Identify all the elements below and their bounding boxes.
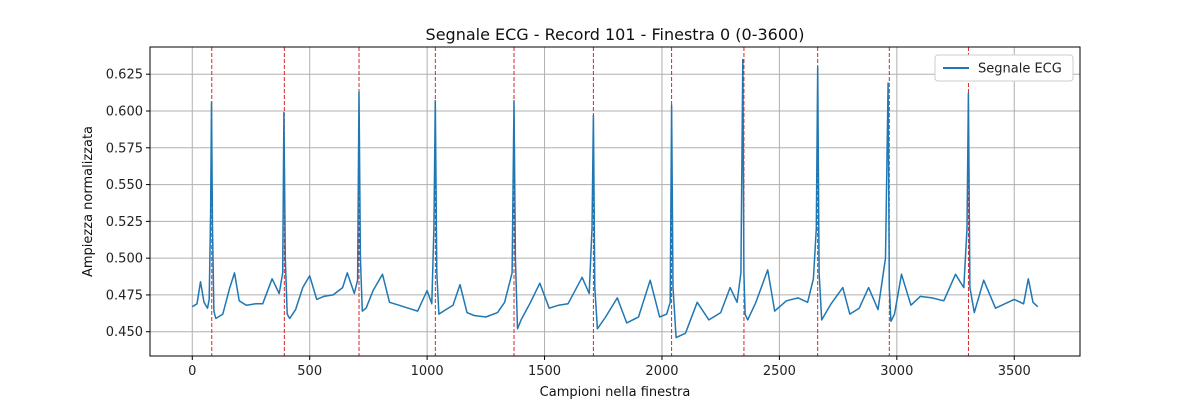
- y-tick-label: 0.625: [106, 68, 143, 83]
- x-tick-label: 0: [188, 364, 196, 379]
- y-tick-label: 0.525: [106, 215, 143, 230]
- x-tick-label: 2000: [645, 364, 678, 379]
- chart-title: Segnale ECG - Record 101 - Finestra 0 (0…: [426, 25, 805, 44]
- legend-box: [934, 54, 1074, 82]
- y-tick-label: 0.550: [106, 178, 143, 193]
- y-axis-ticks: 0.450 0.475 0.500 0.525 0.550 0.575 0.600 0.625: [106, 68, 150, 340]
- series-line-segnale-ecg: [191, 58, 1039, 339]
- x-tick-label: 3000: [880, 364, 913, 379]
- peak-markers: [211, 47, 969, 356]
- x-tick-label: 2500: [763, 364, 796, 379]
- legend-label: Segnale ECG: [978, 62, 1062, 77]
- series-layer: [191, 58, 1039, 339]
- x-axis-ticks: 0 500 1000 1500 2000 2500 3000 3500: [188, 356, 1031, 379]
- y-tick-label: 0.450: [106, 325, 143, 340]
- y-tick-label: 0.500: [106, 252, 143, 267]
- legend: Segnale ECG: [934, 54, 1074, 82]
- x-tick-label: 500: [297, 364, 322, 379]
- y-axis-label: Ampiezza normalizzata: [81, 126, 96, 277]
- x-tick-label: 3500: [998, 364, 1031, 379]
- x-tick-label: 1000: [411, 364, 444, 379]
- x-tick-label: 1500: [528, 364, 561, 379]
- grid-lines: [150, 47, 1080, 356]
- plot-area-frame: [149, 46, 1081, 357]
- y-tick-label: 0.600: [106, 105, 143, 120]
- y-tick-label: 0.575: [106, 141, 143, 156]
- x-axis-label: Campioni nella finestra: [540, 385, 691, 400]
- y-tick-label: 0.475: [106, 288, 143, 303]
